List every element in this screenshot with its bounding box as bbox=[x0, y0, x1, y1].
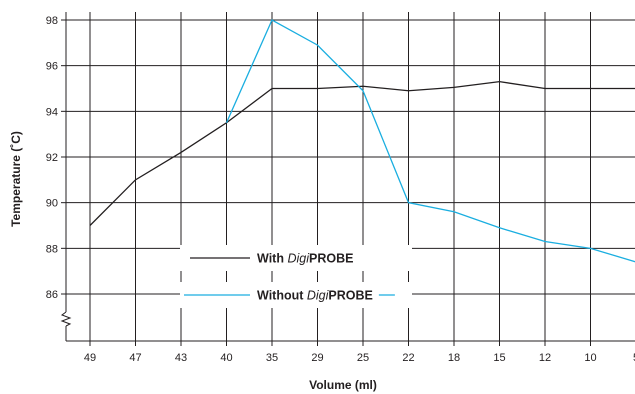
legend: With DigiPROBE Without DigiPROBE bbox=[180, 245, 412, 308]
y-tick-label: 94 bbox=[46, 106, 58, 118]
x-tick-label: 29 bbox=[311, 352, 323, 364]
axes bbox=[60, 12, 635, 346]
y-tick-label: 86 bbox=[46, 289, 58, 301]
series-line-2 bbox=[225, 19, 635, 263]
y-tick-label: 90 bbox=[46, 198, 58, 210]
y-tick-label: 98 bbox=[46, 15, 58, 27]
x-tick-label: 5 bbox=[633, 352, 635, 364]
data-series bbox=[89, 19, 635, 263]
x-tick-label: 49 bbox=[84, 352, 96, 364]
legend-label: With DigiPROBE bbox=[257, 252, 353, 266]
x-tick-label: 22 bbox=[402, 352, 414, 364]
x-tick-label: 47 bbox=[129, 352, 141, 364]
x-tick-label: 43 bbox=[175, 352, 187, 364]
x-axis-title: Volume (ml) bbox=[309, 378, 377, 392]
x-tick-label: 18 bbox=[448, 352, 460, 364]
x-tick-label: 40 bbox=[220, 352, 232, 364]
x-tick-label: 15 bbox=[493, 352, 505, 364]
x-tick-label: 35 bbox=[266, 352, 278, 364]
x-tick-label: 12 bbox=[539, 352, 551, 364]
y-tick-label: 92 bbox=[46, 152, 58, 164]
axis-break-icon bbox=[60, 311, 72, 327]
x-tick-label: 10 bbox=[584, 352, 596, 364]
y-tick-label: 96 bbox=[46, 61, 58, 73]
legend-label: Without DigiPROBE bbox=[257, 289, 373, 303]
y-axis-title: Temperature (˚C) bbox=[9, 131, 23, 227]
series-line-1 bbox=[89, 80, 635, 226]
tick-labels: 86 88 90 92 94 96 98 49 47 43 40 35 29 25 22 18 15 12 10 5 bbox=[46, 15, 635, 364]
y-tick-label: 88 bbox=[46, 243, 58, 255]
x-tick-label: 25 bbox=[357, 352, 369, 364]
